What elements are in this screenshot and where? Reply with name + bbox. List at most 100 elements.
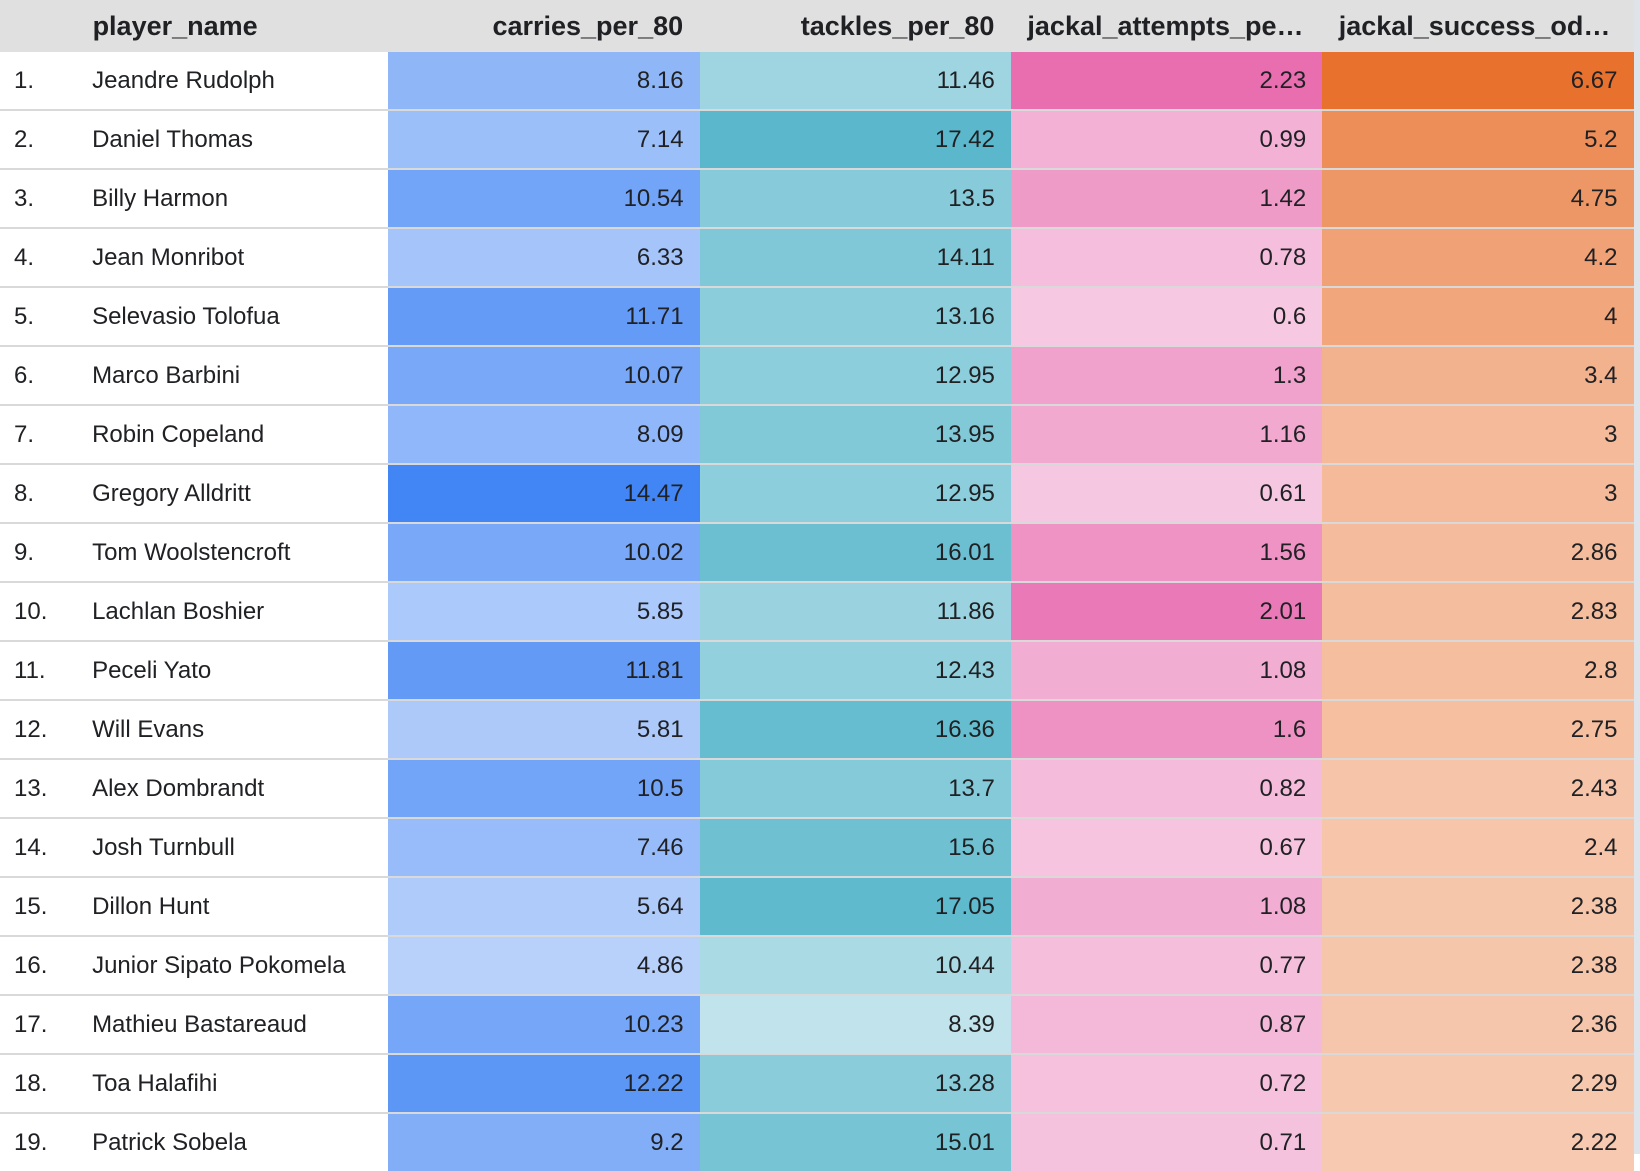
table-row[interactable]: 12. Will Evans 5.81 16.36 1.6 2.75 <box>0 700 1634 760</box>
row-index: 17. <box>0 995 79 1055</box>
player-name-cell: Mathieu Bastareaud <box>78 995 389 1055</box>
tackles-cell: 12.95 <box>699 464 1011 524</box>
table-row[interactable]: 17. Mathieu Bastareaud 10.23 8.39 0.87 2.36 <box>0 995 1634 1055</box>
header-jackal-attempts[interactable]: jackal_attempts_per… <box>1010 0 1323 52</box>
table-row[interactable]: 5. Selevasio Tolofua 11.71 13.16 0.6 4 <box>0 287 1634 347</box>
jackal-success-cell: 2.8 <box>1322 641 1634 701</box>
carries-cell: 14.47 <box>388 464 700 524</box>
jackal-attempts-cell: 1.08 <box>1010 877 1323 937</box>
jackal-attempts-cell: 0.6 <box>1010 287 1323 347</box>
vertical-scrollbar[interactable] <box>1634 0 1640 1154</box>
tackles-cell: 16.36 <box>699 700 1011 760</box>
carries-cell: 10.07 <box>388 346 700 406</box>
table-row[interactable]: 9. Tom Woolstencroft 10.02 16.01 1.56 2.86 <box>0 523 1634 583</box>
row-index: 9. <box>0 523 79 583</box>
header-jackal-success-odds[interactable]: jackal_success_odd… <box>1322 0 1635 52</box>
table-header: player_name carries_per_80 tackles_per_8… <box>0 0 1635 52</box>
row-index: 15. <box>0 877 79 937</box>
tackles-cell: 17.05 <box>699 877 1011 937</box>
table-row[interactable]: 16. Junior Sipato Pokomela 4.86 10.44 0.77 2.… <box>0 936 1634 996</box>
row-index: 5. <box>0 287 79 347</box>
table-row[interactable]: 3. Billy Harmon 10.54 13.5 1.42 4.75 <box>0 169 1634 229</box>
tackles-cell: 12.95 <box>699 346 1011 406</box>
jackal-attempts-cell: 0.87 <box>1010 995 1323 1055</box>
carries-cell: 8.16 <box>388 52 700 111</box>
jackal-attempts-cell: 1.08 <box>1010 641 1323 701</box>
jackal-attempts-cell: 0.61 <box>1010 464 1323 524</box>
header-tackles-per-80[interactable]: tackles_per_80 <box>699 0 1012 52</box>
row-index: 14. <box>0 818 79 878</box>
tackles-cell: 14.11 <box>699 228 1011 288</box>
jackal-attempts-cell: 1.3 <box>1010 346 1323 406</box>
header-carries-per-80[interactable]: carries_per_80 <box>388 0 701 52</box>
carries-cell: 10.23 <box>388 995 700 1055</box>
jackal-attempts-cell: 0.82 <box>1010 759 1323 819</box>
table-row[interactable]: 18. Toa Halafihi 12.22 13.28 0.72 2.29 <box>0 1054 1634 1114</box>
jackal-attempts-cell: 1.42 <box>1010 169 1323 229</box>
player-name-cell: Selevasio Tolofua <box>78 287 389 347</box>
row-index: 8. <box>0 464 79 524</box>
jackal-success-cell: 4 <box>1322 287 1634 347</box>
jackal-attempts-cell: 1.6 <box>1010 700 1323 760</box>
table-row[interactable]: 10. Lachlan Boshier 5.85 11.86 2.01 2.83 <box>0 582 1634 642</box>
table-row[interactable]: 8. Gregory Alldritt 14.47 12.95 0.61 3 <box>0 464 1634 524</box>
row-index: 7. <box>0 405 79 465</box>
player-name-cell: Jeandre Rudolph <box>78 52 389 111</box>
jackal-success-cell: 2.75 <box>1322 700 1634 760</box>
jackal-success-cell: 4.2 <box>1322 228 1634 288</box>
tackles-cell: 13.7 <box>699 759 1011 819</box>
header-index <box>0 0 79 52</box>
tackles-cell: 10.44 <box>699 936 1011 996</box>
jackal-attempts-cell: 0.99 <box>1010 110 1323 170</box>
table-row[interactable]: 19. Patrick Sobela 9.2 15.01 0.71 2.22 <box>0 1113 1634 1171</box>
tackles-cell: 17.42 <box>699 110 1011 170</box>
jackal-success-cell: 6.67 <box>1322 52 1634 111</box>
player-name-cell: Tom Woolstencroft <box>78 523 389 583</box>
row-index: 2. <box>0 110 79 170</box>
table-row[interactable]: 11. Peceli Yato 11.81 12.43 1.08 2.8 <box>0 641 1634 701</box>
player-name-cell: Lachlan Boshier <box>78 582 389 642</box>
table-row[interactable]: 13. Alex Dombrandt 10.5 13.7 0.82 2.43 <box>0 759 1634 819</box>
jackal-success-cell: 2.4 <box>1322 818 1634 878</box>
table-row[interactable]: 1. Jeandre Rudolph 8.16 11.46 2.23 6.67 <box>0 52 1634 111</box>
row-index: 10. <box>0 582 79 642</box>
jackal-success-cell: 5.2 <box>1322 110 1634 170</box>
table-row[interactable]: 7. Robin Copeland 8.09 13.95 1.16 3 <box>0 405 1634 465</box>
carries-cell: 5.85 <box>388 582 700 642</box>
carries-cell: 4.86 <box>388 936 700 996</box>
tackles-cell: 13.95 <box>699 405 1011 465</box>
carries-cell: 10.5 <box>388 759 700 819</box>
row-index: 13. <box>0 759 79 819</box>
tackles-cell: 12.43 <box>699 641 1011 701</box>
tackles-cell: 15.01 <box>699 1113 1011 1171</box>
jackal-attempts-cell: 2.23 <box>1010 52 1323 111</box>
table-row[interactable]: 4. Jean Monribot 6.33 14.11 0.78 4.2 <box>0 228 1634 288</box>
tackles-cell: 15.6 <box>699 818 1011 878</box>
row-index: 19. <box>14 1128 48 1156</box>
carries-cell: 6.33 <box>388 228 700 288</box>
header-row: player_name carries_per_80 tackles_per_8… <box>0 0 1635 52</box>
player-name-cell: Josh Turnbull <box>78 818 389 878</box>
row-index: 1. <box>0 52 79 111</box>
row-index: 16. <box>0 936 79 996</box>
carries-cell: 10.02 <box>388 523 700 583</box>
table-row[interactable]: 14. Josh Turnbull 7.46 15.6 0.67 2.4 <box>0 818 1634 878</box>
jackal-attempts-cell: 1.16 <box>1010 405 1323 465</box>
table-row[interactable]: 15. Dillon Hunt 5.64 17.05 1.08 2.38 <box>0 877 1634 937</box>
jackal-attempts-cell: 0.77 <box>1010 936 1323 996</box>
tackles-cell: 16.01 <box>699 523 1011 583</box>
player-name-cell: Patrick Sobela <box>92 1128 247 1156</box>
jackal-success-cell: 3.4 <box>1322 346 1634 406</box>
table-row[interactable]: 6. Marco Barbini 10.07 12.95 1.3 3.4 <box>0 346 1634 406</box>
table-body: 1. Jeandre Rudolph 8.16 11.46 2.23 6.67 2. Dani… <box>0 52 1634 1171</box>
jackal-success-cell: 2.29 <box>1322 1054 1634 1114</box>
table-row[interactable]: 2. Daniel Thomas 7.14 17.42 0.99 5.2 <box>0 110 1634 170</box>
jackal-attempts-cell: 2.01 <box>1010 582 1323 642</box>
jackal-success-cell: 2.22 <box>1322 1113 1634 1171</box>
jackal-success-cell: 4.75 <box>1322 169 1634 229</box>
jackal-attempts-cell: 0.67 <box>1010 818 1323 878</box>
carries-cell: 7.46 <box>388 818 700 878</box>
header-player-name[interactable]: player_name <box>78 0 389 52</box>
player-name-cell: Gregory Alldritt <box>78 464 389 524</box>
